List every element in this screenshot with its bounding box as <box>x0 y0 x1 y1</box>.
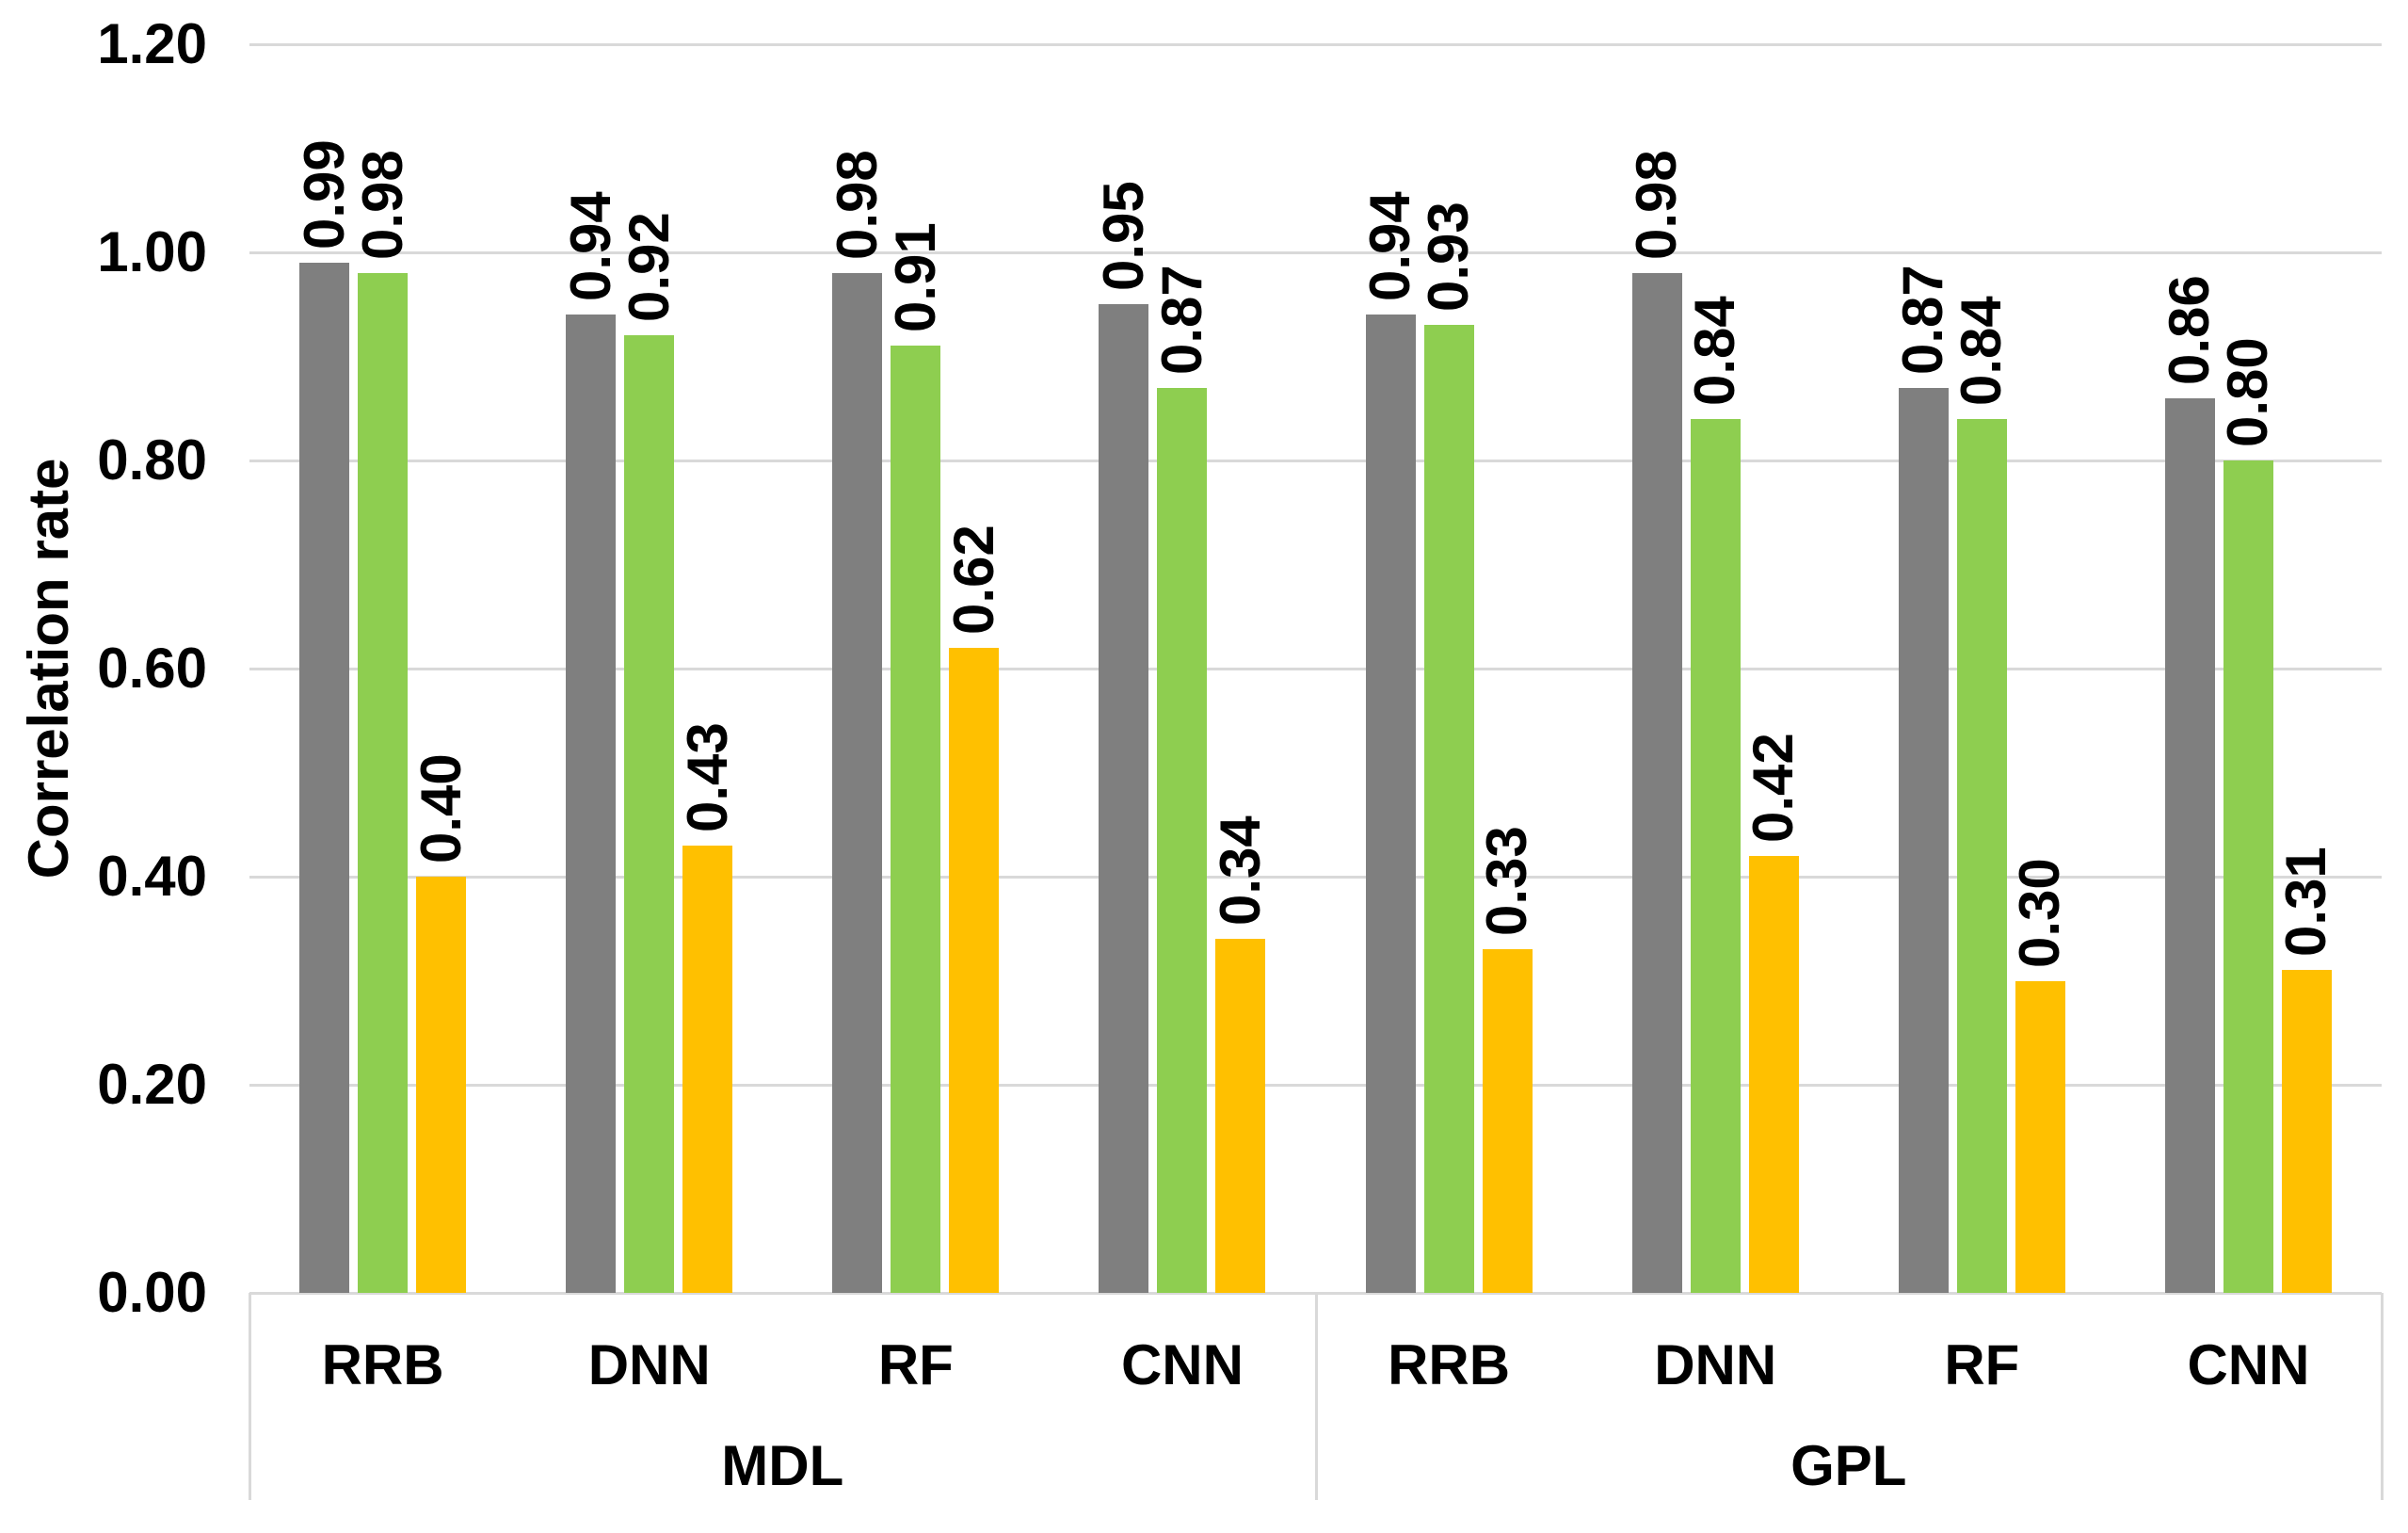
category-label: CNN <box>2187 1333 2310 1396</box>
bar-green <box>624 335 675 1293</box>
bar-value-label: 0.87 <box>1149 264 1213 375</box>
category-label: CNN <box>1120 1333 1244 1396</box>
group-label: MDL <box>721 1434 844 1497</box>
gridline <box>249 251 2382 254</box>
y-tick-label: 1.00 <box>97 220 207 283</box>
bar-value-label: 0.86 <box>2158 274 2222 385</box>
bar-value-label: 0.33 <box>1475 826 1539 937</box>
group-label: GPL <box>1790 1434 1907 1497</box>
bar-value-label: 0.95 <box>1091 181 1155 292</box>
bar-orange <box>949 647 1000 1293</box>
label-box-right-border <box>2381 1293 2384 1500</box>
bar-value-label: 0.31 <box>2274 847 2338 958</box>
bar-gray <box>2164 397 2215 1293</box>
bar-green <box>358 273 409 1293</box>
bar-gray <box>1365 315 1416 1293</box>
bar-value-label: 0.84 <box>1683 296 1747 406</box>
bar-gray <box>566 315 617 1293</box>
bar-gray <box>1898 387 1949 1293</box>
bar-value-label: 0.94 <box>1358 191 1422 302</box>
y-tick-label: 0.20 <box>97 1053 207 1116</box>
bar-orange <box>416 877 467 1293</box>
bar-value-label: 0.84 <box>1950 296 2014 406</box>
bar-value-label: 0.91 <box>883 222 947 333</box>
bar-value-label: 0.98 <box>825 150 889 261</box>
bar-value-label: 0.92 <box>617 212 681 323</box>
gridline <box>249 460 2382 462</box>
gridline <box>249 1084 2382 1087</box>
category-label: RRB <box>1388 1333 1511 1396</box>
bar-orange <box>1215 939 1266 1293</box>
bar-green <box>1423 325 1474 1293</box>
bar-gray <box>1631 273 1682 1293</box>
bar-orange <box>2015 980 2065 1293</box>
bar-gray <box>1099 304 1149 1293</box>
bar-gray <box>299 263 350 1293</box>
bar-green <box>1690 418 1741 1293</box>
bar-value-label: 0.99 <box>292 139 356 250</box>
y-tick-label: 0.60 <box>97 637 207 700</box>
bar-value-label: 0.87 <box>1891 264 1955 375</box>
category-label: RF <box>877 1333 954 1396</box>
bar-value-label: 0.98 <box>1625 150 1689 261</box>
bar-value-label: 0.93 <box>1417 202 1481 313</box>
gridline <box>249 668 2382 670</box>
y-tick-label: 0.00 <box>97 1261 207 1324</box>
category-label: RF <box>1944 1333 2020 1396</box>
bar-green <box>2223 460 2273 1293</box>
bar-orange <box>2281 970 2332 1293</box>
bar-value-label: 0.80 <box>2216 337 2280 447</box>
bar-value-label: 0.42 <box>1742 733 1806 843</box>
bar-value-label: 0.94 <box>558 191 622 302</box>
bar-green <box>1157 387 1208 1293</box>
y-tick-label: 0.40 <box>97 845 207 908</box>
label-box-left-border <box>249 1293 251 1500</box>
group-divider <box>1314 1293 1318 1500</box>
bar-value-label: 0.43 <box>675 722 739 832</box>
bar-orange <box>1482 949 1533 1293</box>
category-label: DNN <box>1654 1333 1777 1396</box>
bar-value-label: 0.98 <box>350 150 414 261</box>
bar-orange <box>1748 855 1799 1293</box>
bar-green <box>1956 418 2007 1293</box>
category-label: RRB <box>321 1333 444 1396</box>
bar-value-label: 0.40 <box>409 753 473 863</box>
bar-orange <box>682 845 733 1293</box>
gridline <box>249 876 2382 879</box>
bar-value-label: 0.62 <box>941 524 1005 635</box>
y-tick-label: 1.20 <box>97 12 207 75</box>
bar-gray <box>832 273 883 1293</box>
y-tick-label: 0.80 <box>97 428 207 492</box>
gridline <box>249 43 2382 46</box>
bar-green <box>891 346 941 1293</box>
category-label: DNN <box>587 1333 711 1396</box>
bar-value-label: 0.30 <box>2008 857 2072 968</box>
bar-value-label: 0.34 <box>1208 815 1272 927</box>
